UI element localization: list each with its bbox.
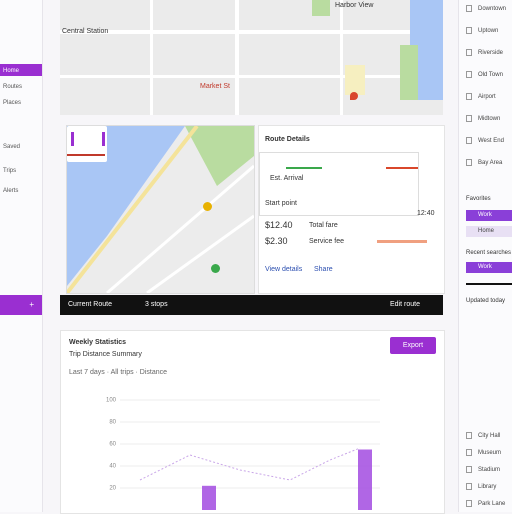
toolbar-label: Current Route (68, 301, 112, 308)
route-map (66, 125, 255, 294)
toolbar-label: 3 stops (145, 301, 168, 308)
chart: 100 80 60 40 20 (106, 398, 380, 510)
list-item: Park Lane (466, 500, 505, 507)
y-tick-label: 60 (109, 442, 116, 448)
price-note: Total fare (309, 222, 338, 229)
list-item: Downtown (466, 5, 506, 12)
nav-item: Places (3, 100, 22, 106)
info-panel: Route Details Est. Arrival Start point 1… (258, 125, 445, 294)
tag[interactable]: Work (466, 262, 512, 273)
eta: Est. Arrival (270, 175, 304, 182)
nav-item: Trips (3, 168, 17, 174)
price-note: Service fee (309, 238, 345, 245)
list-item: Stadium (466, 466, 500, 473)
map-label: Central Station (62, 28, 109, 35)
nav-item: Routes (3, 84, 23, 90)
list-item: Uptown (466, 27, 498, 34)
export-button[interactable]: Export (390, 337, 436, 354)
toolbar-button[interactable]: Edit route (390, 301, 420, 308)
list-item: Library (466, 483, 496, 490)
row-label: Start point (265, 200, 297, 207)
price: $2.30 (265, 236, 288, 246)
list-item: Museum (466, 449, 501, 456)
list-item: Airport (466, 93, 496, 100)
route-card: Est. Arrival (259, 152, 419, 216)
tag[interactable]: Work (466, 210, 512, 221)
trend-line (139, 447, 361, 481)
bar (358, 449, 372, 510)
tag[interactable]: Home (466, 226, 512, 237)
map-label: Harbor View (335, 2, 374, 9)
note: Updated today (466, 298, 506, 304)
map-shapes (67, 126, 254, 293)
map-pin[interactable] (203, 202, 212, 211)
list-item: Old Town (466, 71, 503, 78)
price: $12.40 (265, 220, 293, 230)
section-title: Favorites (466, 196, 491, 202)
y-tick-label: 80 (109, 420, 116, 426)
map-pin[interactable] (350, 92, 358, 100)
filter[interactable]: Last 7 days · All trips · Distance (69, 369, 168, 376)
nav-item: Saved (3, 144, 21, 150)
top-map: Central Station Market St Harbor View (60, 0, 443, 115)
nav-item: Home (3, 68, 20, 74)
y-tick-label: 20 (109, 486, 116, 492)
panel-subtitle: Trip Distance Summary (69, 351, 142, 358)
section-title: Recent searches (466, 250, 512, 256)
list-item: West End (466, 137, 504, 144)
list-item: Riverside (466, 49, 503, 56)
sidebar-button[interactable]: + (0, 295, 42, 315)
sidebar-active (0, 64, 42, 76)
sidebar (0, 0, 43, 512)
y-tick-label: 100 (106, 398, 117, 404)
right-sidebar (458, 0, 512, 512)
list-item: City Hall (466, 432, 500, 439)
map-legend (67, 126, 107, 162)
list-item: Midtown (466, 115, 500, 122)
map-label: Market St (200, 83, 230, 90)
link[interactable]: View details (265, 266, 303, 273)
row-value: 12:40 (417, 210, 435, 217)
bar (202, 485, 216, 510)
link[interactable]: Share (314, 266, 333, 273)
map-pin[interactable] (211, 264, 220, 273)
toolbar: Current Route 3 stops Edit route (60, 295, 443, 315)
button-label: + (29, 300, 34, 309)
nav-item: Alerts (3, 188, 19, 194)
list-item: Bay Area (466, 159, 502, 166)
panel-title: Weekly Statistics (69, 339, 127, 346)
info-title: Route Details (265, 136, 310, 143)
y-tick-label: 40 (109, 464, 116, 470)
